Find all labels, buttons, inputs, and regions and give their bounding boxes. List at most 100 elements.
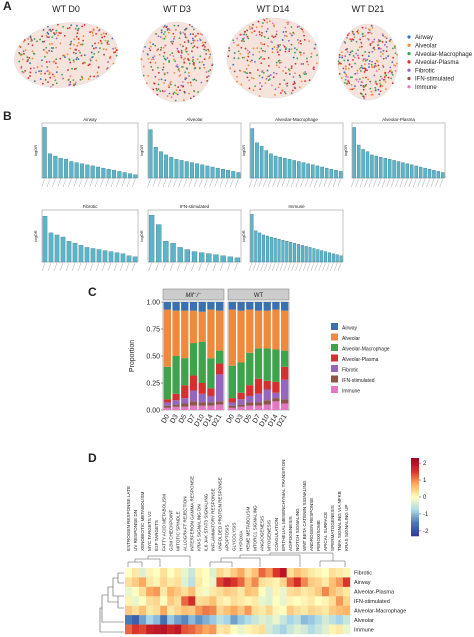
cell-dot xyxy=(62,25,65,28)
heatmap-cell xyxy=(188,577,196,588)
cell-dot xyxy=(262,22,264,24)
heatmap-cell xyxy=(132,624,140,635)
plot-frame xyxy=(249,209,344,263)
y-axis-label: logOR xyxy=(343,145,348,156)
colorbar-step xyxy=(411,499,419,502)
cell-dot xyxy=(294,51,296,54)
tick-stub xyxy=(337,178,341,188)
cell-dot xyxy=(271,35,274,38)
cell-dot xyxy=(162,66,165,69)
cell-dot xyxy=(394,69,397,72)
bar-segment xyxy=(198,302,206,312)
heatmap-cell xyxy=(321,615,330,625)
legend-marker xyxy=(407,43,411,47)
cell-dot xyxy=(259,82,261,84)
cell-dot xyxy=(64,56,66,58)
cell-dot xyxy=(35,71,37,74)
bar-segment xyxy=(254,310,263,349)
heatmap-cell xyxy=(223,586,231,597)
heatmap-cell xyxy=(167,586,175,597)
cell-dot xyxy=(183,41,186,44)
heatmap-cell xyxy=(153,615,161,625)
tissue-section xyxy=(140,21,214,103)
cell-dot xyxy=(367,78,370,81)
heatmap-cell xyxy=(174,577,182,588)
cell-dot xyxy=(77,27,80,30)
heatmap-cell xyxy=(223,596,231,606)
section-title: WT D14 xyxy=(257,4,290,14)
heatmap-cell xyxy=(160,577,168,588)
cell-dot xyxy=(166,29,169,31)
cell-dot xyxy=(389,40,392,43)
heatmap-cell xyxy=(230,605,238,616)
heatmap-cell xyxy=(153,605,161,616)
heatmap-cell xyxy=(202,605,210,616)
heatmap-cell xyxy=(258,615,266,625)
x-tick-label: D5 xyxy=(178,413,189,424)
heatmap-cell xyxy=(279,577,287,588)
cell-dot xyxy=(32,52,35,55)
cell-dot xyxy=(79,51,81,54)
cell-dot xyxy=(366,58,369,61)
heatmap-cell xyxy=(335,577,344,588)
tick-stub xyxy=(412,178,417,188)
cell-dot xyxy=(355,52,358,55)
cell-dot xyxy=(247,55,250,58)
bar xyxy=(66,241,72,263)
bar xyxy=(414,165,418,179)
plot-frame xyxy=(41,209,139,263)
tick-stub xyxy=(326,262,330,272)
tick-stub xyxy=(302,262,307,272)
tick-stub xyxy=(253,178,258,188)
cell-dot xyxy=(293,47,296,50)
heatmap-cell xyxy=(300,596,309,606)
colorbar-step xyxy=(411,468,419,470)
tick-stub xyxy=(176,262,181,272)
heatmap-cell xyxy=(321,577,330,588)
tick-stub xyxy=(78,178,83,188)
heatmap-cell xyxy=(244,577,252,588)
cell-dot xyxy=(266,27,269,30)
cell-dot xyxy=(74,83,77,86)
cell-dot xyxy=(367,55,370,57)
cell-dot xyxy=(176,47,179,50)
row-label: Airway xyxy=(354,580,371,586)
cell-dot xyxy=(257,20,260,23)
cell-dot xyxy=(260,47,263,50)
cell-dot xyxy=(172,40,175,43)
cell-dot xyxy=(373,48,376,51)
legend-swatch xyxy=(331,333,338,341)
cell-dot xyxy=(193,39,196,42)
bar xyxy=(189,162,194,179)
y-axis-label: logOR xyxy=(139,230,144,241)
cell-dot xyxy=(272,71,275,74)
bar-segment xyxy=(228,407,237,410)
cell-dot xyxy=(92,47,95,50)
cell-dot xyxy=(347,67,350,70)
bar-segment xyxy=(272,392,280,399)
heatmap-cell xyxy=(300,577,309,588)
cell-dot xyxy=(83,24,86,26)
cell-dot xyxy=(272,36,275,39)
bar-segment xyxy=(215,404,224,410)
bar xyxy=(277,238,281,263)
heatmap-cell xyxy=(195,568,203,578)
cell-dot xyxy=(95,46,97,49)
cell-dot xyxy=(363,63,366,66)
cell-dot xyxy=(69,81,72,83)
chart-title: Fibrotic xyxy=(83,204,99,209)
legend-swatch xyxy=(331,375,338,383)
colorbar-tick-label: 2 xyxy=(423,461,427,467)
tick-stub xyxy=(41,262,46,272)
heatmap-cell xyxy=(335,605,344,616)
cell-dot xyxy=(246,59,249,62)
cell-dot xyxy=(377,40,380,43)
heatmap-cell xyxy=(251,596,259,606)
heatmap-cell xyxy=(314,596,323,606)
heatmap-cell xyxy=(293,568,301,578)
bar xyxy=(85,164,90,179)
bar-segment xyxy=(263,400,271,405)
bar xyxy=(312,248,316,263)
cell-dot xyxy=(52,83,54,86)
cell-dot xyxy=(341,56,344,59)
